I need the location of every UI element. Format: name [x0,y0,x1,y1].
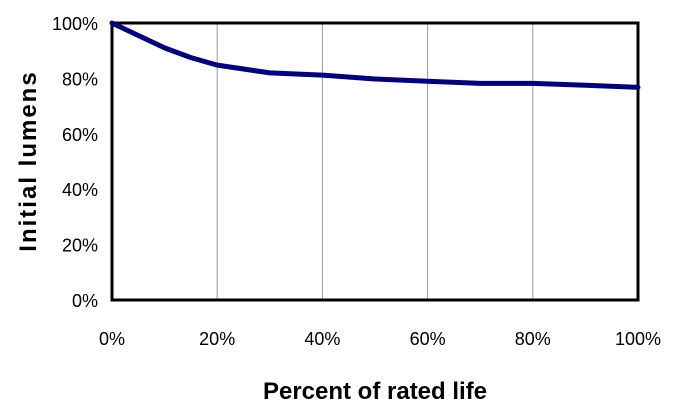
y-axis-ticks: 0% 20% 40% 60% 80% 100% [52,14,98,311]
y-tick-label: 20% [62,236,98,256]
y-tick-label: 60% [62,125,98,145]
series-layer [109,20,641,90]
x-tick-label: 20% [199,329,235,349]
y-tick-label: 0% [72,291,98,311]
x-axis-title: Percent of rated life [263,378,487,405]
series-line [109,20,641,90]
plot-area-frame [110,21,640,302]
x-axis-ticks: 0% 20% 40% 60% 80% 100% [99,329,661,349]
y-tick-label: 100% [52,14,98,34]
x-tick-label: 0% [99,329,125,349]
x-tick-label: 80% [515,329,551,349]
x-tick-label: 40% [304,329,340,349]
x-tick-label: 60% [410,329,446,349]
y-axis-title: Initial lumens [15,70,42,251]
x-tick-label: 100% [615,329,661,349]
grid-lines [216,23,534,300]
y-tick-label: 80% [62,69,98,89]
y-tick-label: 40% [62,180,98,200]
